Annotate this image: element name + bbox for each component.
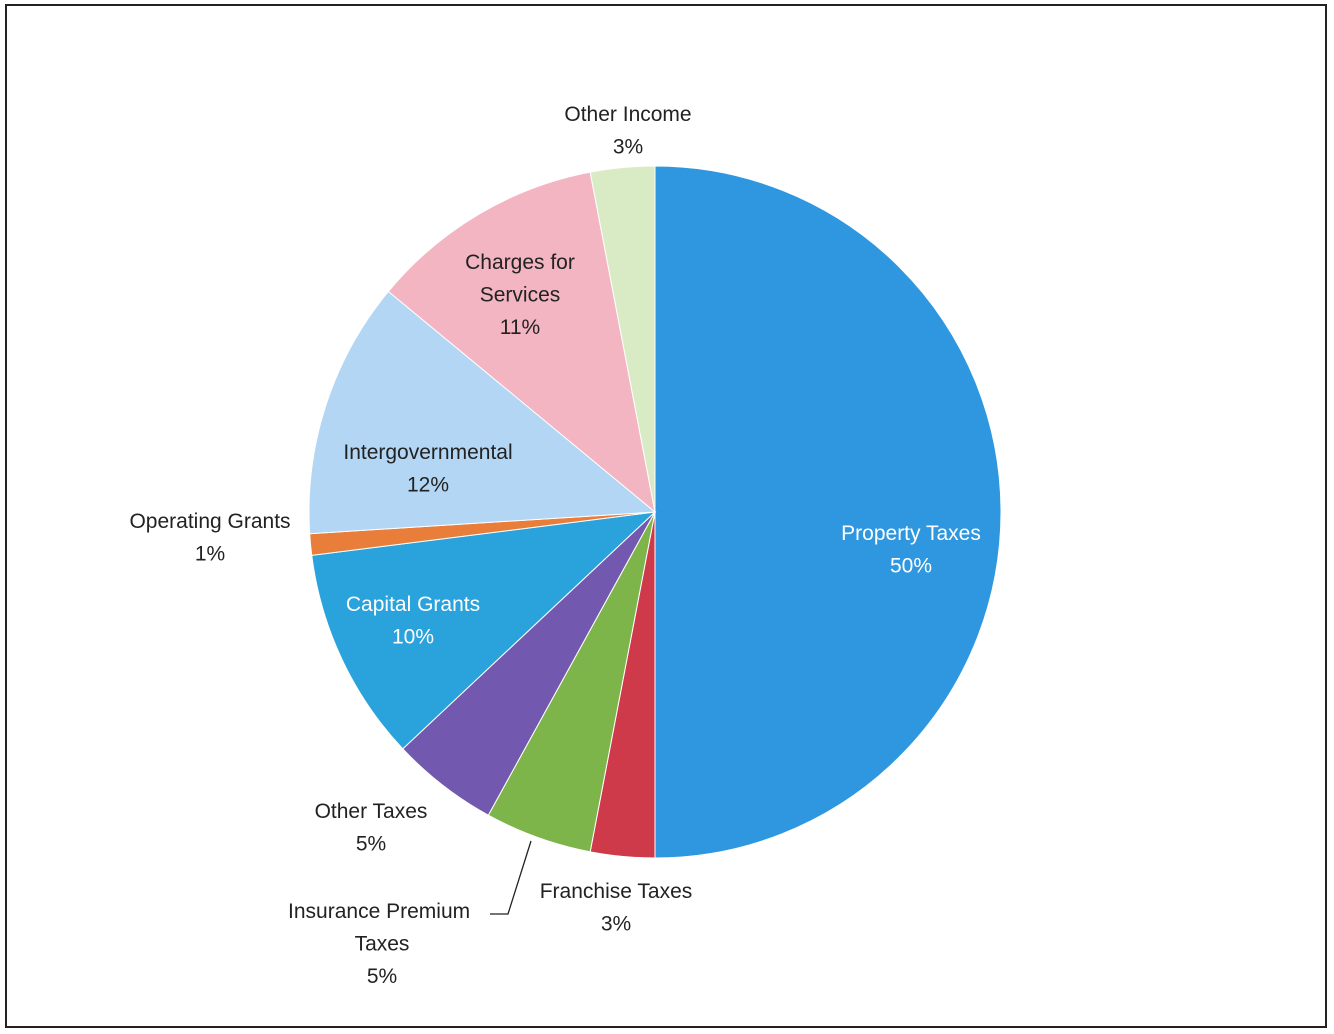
slice-label-other-income: Other Income 3% — [564, 103, 691, 159]
slice-label-capital-grants: Capital Grants 10% — [346, 593, 480, 649]
slice-label-property-taxes: Property Taxes 50% — [841, 522, 981, 578]
slice-label-franchise-taxes: Franchise Taxes 3% — [540, 880, 693, 936]
pie-labels: Property Taxes 50% Franchise Taxes 3% Insura… — [129, 103, 980, 988]
slice-label-operating-grants: Operating Grants 1% — [129, 510, 290, 566]
pie-slice-charges-for-services — [387, 171, 656, 514]
pie-slice-intergovernmental — [308, 290, 657, 535]
leader-line — [490, 840, 532, 915]
slice-label-insurance-premium-taxes: Insurance Premium Taxes 5% — [288, 900, 476, 988]
slice-label-intergovernmental: Intergovernmental 12% — [343, 441, 512, 497]
pie-slice-capital-grants — [311, 511, 657, 750]
slice-label-charges-for-services: Charges for Services 11% — [465, 251, 575, 339]
slice-label-other-taxes: Other Taxes 5% — [315, 800, 428, 856]
pie-slice-property-taxes — [654, 165, 1002, 859]
pie-slice-other-income — [589, 165, 656, 513]
pie-slices — [308, 165, 1002, 859]
